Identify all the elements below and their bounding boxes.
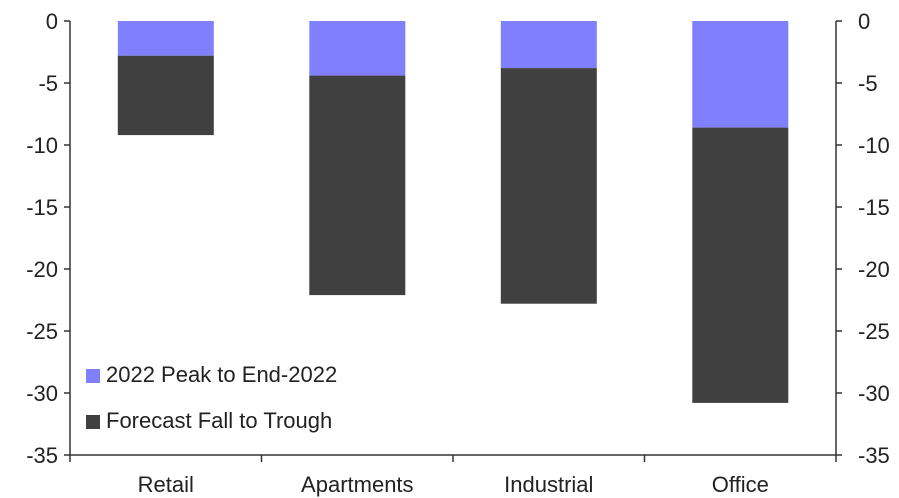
y-tick-label-right: -5 xyxy=(858,71,878,96)
x-tick-label-office: Office xyxy=(712,472,769,497)
legend-label-series-2: Forecast Fall to Trough xyxy=(106,408,332,433)
y-tick-label-left: 0 xyxy=(46,9,58,34)
y-tick-label-left: -20 xyxy=(26,257,58,282)
x-tick-label-industrial: Industrial xyxy=(504,472,593,497)
legend-label-series-1: 2022 Peak to End-2022 xyxy=(106,362,337,387)
bar-office-series-2 xyxy=(692,127,789,403)
y-tick-label-right: -20 xyxy=(858,257,890,282)
y-tick-label-left: -15 xyxy=(26,195,58,220)
legend-swatch-series-1 xyxy=(86,369,100,383)
y-tick-label-right: -10 xyxy=(858,133,890,158)
y-tick-label-right: -35 xyxy=(858,443,890,468)
y-axis-left: 0 -5 -10 -15 -20 -25 -30 -35 xyxy=(26,9,71,468)
legend: 2022 Peak to End-2022 Forecast Fall to Tr… xyxy=(86,362,337,433)
bar-industrial-series-1 xyxy=(500,21,597,69)
x-axis: Retail Apartments Industrial Office xyxy=(69,454,837,497)
bar-retail-series-1 xyxy=(117,21,214,56)
y-tick-label-right: -25 xyxy=(858,319,890,344)
x-tick-label-apartments: Apartments xyxy=(301,472,414,497)
y-tick-label-left: -10 xyxy=(26,133,58,158)
bar-apartments-series-1 xyxy=(309,21,406,76)
y-axis-right: 0 -5 -10 -15 -20 -25 -30 -35 xyxy=(835,9,890,468)
x-tick-label-retail: Retail xyxy=(138,472,194,497)
plot-area xyxy=(117,21,789,403)
bar-office-series-1 xyxy=(692,21,789,128)
y-tick-label-right: 0 xyxy=(858,9,870,34)
y-tick-label-left: -25 xyxy=(26,319,58,344)
y-tick-label-right: -15 xyxy=(858,195,890,220)
legend-swatch-series-2 xyxy=(86,415,100,429)
bar-apartments-series-2 xyxy=(309,75,406,296)
y-tick-label-left: -5 xyxy=(38,71,58,96)
y-tick-label-right: -30 xyxy=(858,381,890,406)
y-tick-label-left: -30 xyxy=(26,381,58,406)
bar-industrial-series-2 xyxy=(500,68,597,304)
y-tick-label-left: -35 xyxy=(26,443,58,468)
bar-retail-series-2 xyxy=(117,55,214,136)
